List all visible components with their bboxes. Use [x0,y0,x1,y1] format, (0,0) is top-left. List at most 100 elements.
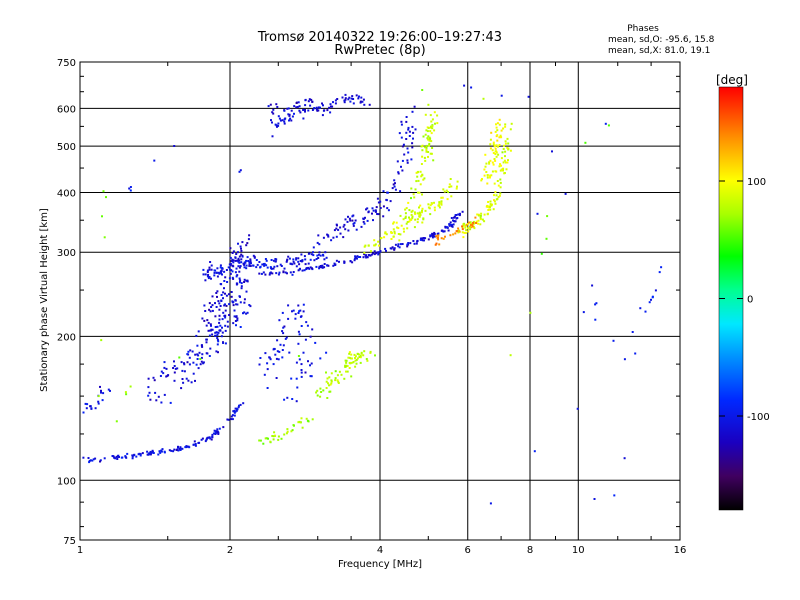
scatter-point [225,294,228,297]
scatter-point [322,236,325,239]
scatter-point [324,251,327,254]
scatter-point [458,230,461,233]
scatter-point [505,168,508,171]
scatter-point [359,356,362,359]
scatter-point [218,318,221,321]
scatter-point [438,243,441,246]
scatter-point [226,320,229,323]
scatter-point [397,243,400,246]
scatter-point [503,144,505,147]
scatter-point [489,200,492,203]
scatter-point [103,236,106,239]
scatter-point [235,253,238,255]
y-tick-label: 200 [57,332,76,343]
scatter-point [195,334,198,337]
scatter-point [302,351,305,354]
scatter-point [304,258,307,261]
scatter-point [471,223,474,226]
scatter-point [316,394,319,397]
scatter-point [498,144,501,146]
scatter-point [225,269,228,271]
scatter-point [264,258,267,260]
scatter-point [477,219,480,222]
scatter-point [298,263,301,266]
scatter-point [310,253,313,256]
scatter-point [507,159,509,162]
scatter-point [433,231,436,234]
scatter-point [393,247,396,250]
scatter-point [349,260,352,263]
scatter-point [493,199,495,202]
scatter-point [272,438,275,441]
scatter-point [208,308,211,311]
scatter-point [295,257,298,260]
scatter-point [129,385,132,388]
x-tick-label: 16 [674,545,687,556]
scatter-point [412,193,415,196]
scatter-point [234,407,237,410]
scatter-point [213,269,216,272]
scatter-point [334,377,337,380]
scatter-point [311,109,314,111]
scatter-point [370,253,373,256]
scatter-point [315,391,318,394]
scatter-point [423,156,426,159]
scatter-point [325,256,328,259]
scatter-point [503,172,506,175]
scatter-point [551,150,553,153]
scatter-point [288,114,291,117]
scatter-point [299,111,302,114]
scatter-point [211,304,214,307]
scatter-point [277,115,280,118]
colorbar: [deg] 100 0 -100 [716,73,770,511]
scatter-point [289,271,292,274]
scatter-point [239,403,242,406]
scatter-point [328,376,331,379]
scatter-point [203,304,206,307]
scatter-point [427,135,430,138]
scatter-point [229,272,232,275]
scatter-point [173,365,176,367]
scatter-point [187,350,190,353]
scatter-point [406,147,409,150]
scatter-point [424,209,427,212]
scatter-point [362,256,365,259]
scatter-point [634,352,637,355]
scatter-point [209,347,212,350]
scatter-point [387,209,390,212]
y-tick-labels: 75 100 200 300 400 500 600 750 [57,58,76,547]
scatter-point [372,252,374,255]
scatter-point [353,259,356,262]
scatter-point [216,325,219,328]
scatter-point [297,101,300,104]
scatter-point [231,418,234,421]
scatter-point [243,278,246,281]
scatter-point [417,212,420,215]
scatter-point [359,361,362,364]
scatter-point [248,263,251,266]
scatter-point [412,131,415,134]
colorbar-tick-label: -100 [747,412,770,423]
scatter-point [277,438,280,441]
scatter-point [425,129,428,132]
scatter-point [412,137,414,140]
scatter-point [315,265,318,268]
scatter-point [292,271,295,273]
scatter-point [426,137,429,140]
scatter-point [465,229,468,232]
scatter-point [612,339,615,342]
scatter-point [207,273,210,276]
scatter-point [366,207,369,210]
scatter-point [273,265,276,268]
scatter-point [465,223,468,226]
scatter-point [224,309,227,312]
scatter-point [431,202,433,205]
scatter-point [220,294,223,296]
scatter-point [470,226,473,229]
scatter-point [650,298,652,301]
y-axis-label: Stationary phase Virtual Height [km] [39,208,50,392]
scatter-point [273,431,276,434]
scatter-point [399,214,402,217]
scatter-point [329,111,332,114]
scatter-point [290,109,293,112]
